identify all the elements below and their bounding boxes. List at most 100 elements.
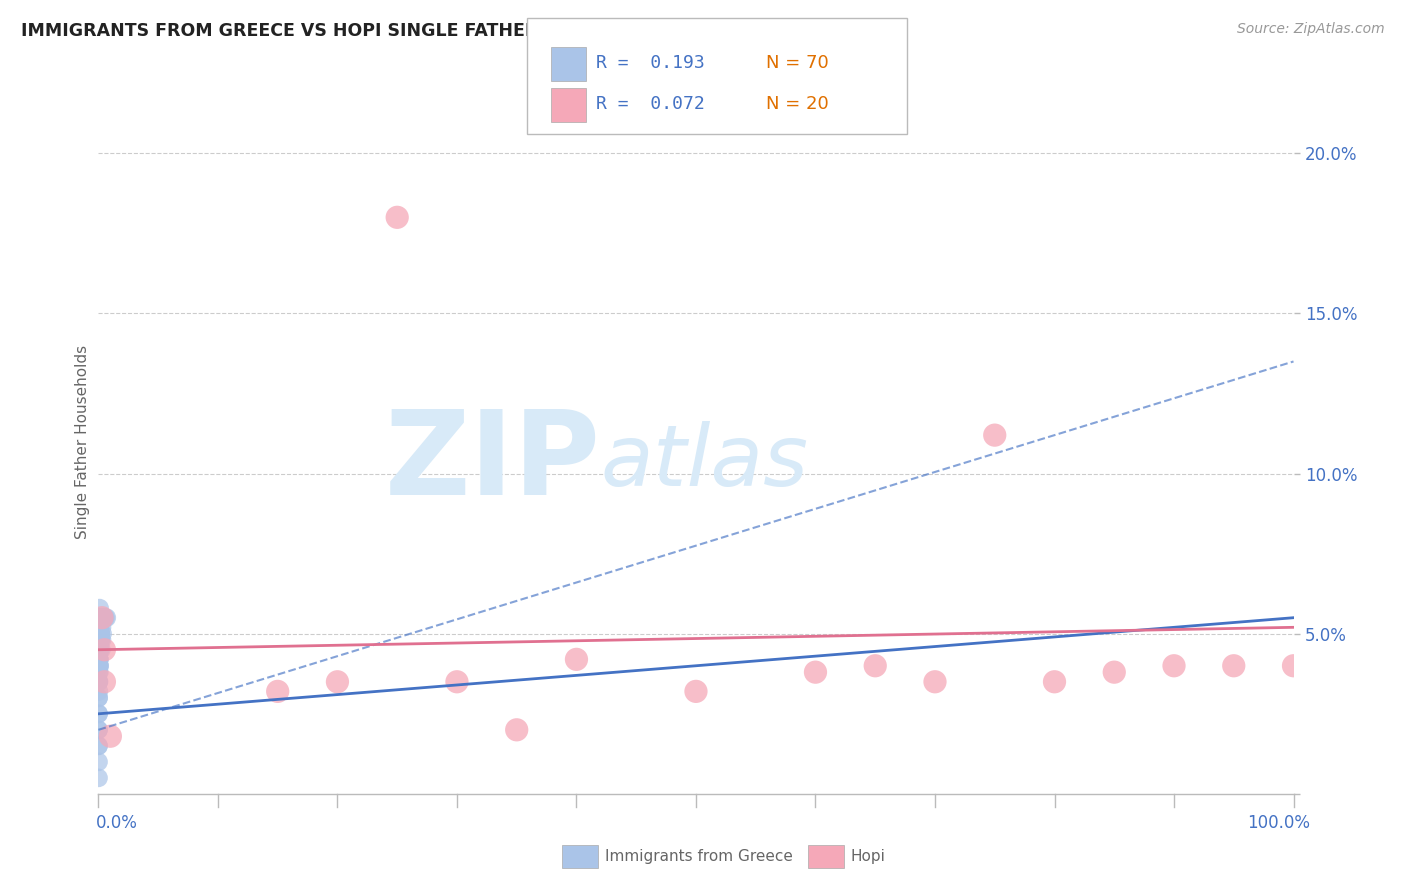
- Point: [89, 601, 111, 615]
- Point: [89, 610, 111, 624]
- Point: [87, 706, 110, 721]
- Point: [89, 642, 111, 657]
- Point: [87, 684, 110, 698]
- Point: [89, 652, 111, 666]
- Point: [90, 626, 112, 640]
- Point: [90, 633, 112, 648]
- Text: R =  0.193: R = 0.193: [596, 54, 704, 72]
- Point: [90, 626, 112, 640]
- Point: [87, 633, 110, 648]
- Point: [89, 642, 111, 657]
- Point: [89, 633, 111, 648]
- Point: [87, 723, 110, 737]
- Point: [1104, 665, 1126, 680]
- Point: [87, 626, 110, 640]
- Point: [91, 610, 114, 624]
- Text: ZIP: ZIP: [384, 405, 600, 520]
- Point: [89, 620, 111, 634]
- Point: [87, 739, 110, 753]
- Text: 100.0%: 100.0%: [1247, 814, 1310, 831]
- Point: [385, 211, 409, 225]
- Point: [87, 706, 110, 721]
- Point: [91, 610, 114, 624]
- Point: [87, 642, 110, 657]
- Text: IMMIGRANTS FROM GREECE VS HOPI SINGLE FATHER HOUSEHOLDS CORRELATION CHART: IMMIGRANTS FROM GREECE VS HOPI SINGLE FA…: [21, 22, 894, 40]
- Point: [89, 610, 111, 624]
- Point: [1043, 674, 1066, 689]
- Point: [89, 658, 111, 673]
- Text: Source: ZipAtlas.com: Source: ZipAtlas.com: [1237, 22, 1385, 37]
- Point: [90, 642, 112, 657]
- Point: [87, 674, 110, 689]
- Point: [87, 652, 110, 666]
- Text: Hopi: Hopi: [851, 849, 886, 863]
- Point: [89, 633, 111, 648]
- Point: [87, 610, 110, 624]
- Point: [565, 652, 588, 666]
- Point: [87, 652, 110, 666]
- Point: [87, 674, 110, 689]
- Point: [87, 633, 110, 648]
- Point: [89, 626, 111, 640]
- Point: [89, 626, 111, 640]
- Point: [91, 620, 114, 634]
- Point: [89, 642, 111, 657]
- Point: [87, 658, 110, 673]
- Point: [89, 610, 111, 624]
- Point: [87, 642, 110, 657]
- Point: [1163, 658, 1185, 673]
- Point: [89, 642, 111, 657]
- Point: [87, 723, 110, 737]
- Point: [89, 610, 111, 624]
- Text: N = 70: N = 70: [766, 54, 830, 72]
- Text: 0.0%: 0.0%: [96, 814, 138, 831]
- Text: atlas: atlas: [600, 421, 808, 504]
- Point: [87, 620, 110, 634]
- Text: Immigrants from Greece: Immigrants from Greece: [605, 849, 793, 863]
- Point: [685, 684, 707, 698]
- Point: [91, 633, 114, 648]
- Point: [89, 665, 111, 680]
- Y-axis label: Single Father Households: Single Father Households: [75, 344, 90, 539]
- Point: [87, 620, 110, 634]
- Point: [87, 665, 110, 680]
- Point: [89, 652, 111, 666]
- Point: [93, 610, 115, 624]
- Point: [96, 610, 118, 624]
- Point: [87, 658, 110, 673]
- Point: [506, 723, 529, 737]
- Point: [87, 610, 110, 624]
- Point: [87, 626, 110, 640]
- Point: [89, 626, 111, 640]
- Point: [984, 428, 1007, 442]
- Point: [865, 658, 887, 673]
- Point: [326, 674, 349, 689]
- Point: [1282, 658, 1305, 673]
- Point: [90, 610, 112, 624]
- Point: [98, 729, 122, 743]
- Point: [89, 626, 111, 640]
- Point: [89, 633, 111, 648]
- Point: [89, 658, 111, 673]
- Point: [90, 633, 112, 648]
- Point: [87, 739, 110, 753]
- Point: [87, 690, 110, 705]
- Point: [267, 684, 290, 698]
- Point: [446, 674, 468, 689]
- Point: [924, 674, 946, 689]
- Point: [93, 674, 115, 689]
- Point: [87, 755, 110, 769]
- Point: [87, 658, 110, 673]
- Point: [91, 626, 114, 640]
- Point: [87, 771, 110, 785]
- Point: [87, 642, 110, 657]
- Point: [93, 642, 115, 657]
- Point: [87, 674, 110, 689]
- Point: [89, 620, 111, 634]
- Text: R =  0.072: R = 0.072: [596, 95, 704, 113]
- Point: [87, 610, 110, 624]
- Point: [1223, 658, 1246, 673]
- Point: [89, 642, 111, 657]
- Point: [87, 690, 110, 705]
- Point: [804, 665, 827, 680]
